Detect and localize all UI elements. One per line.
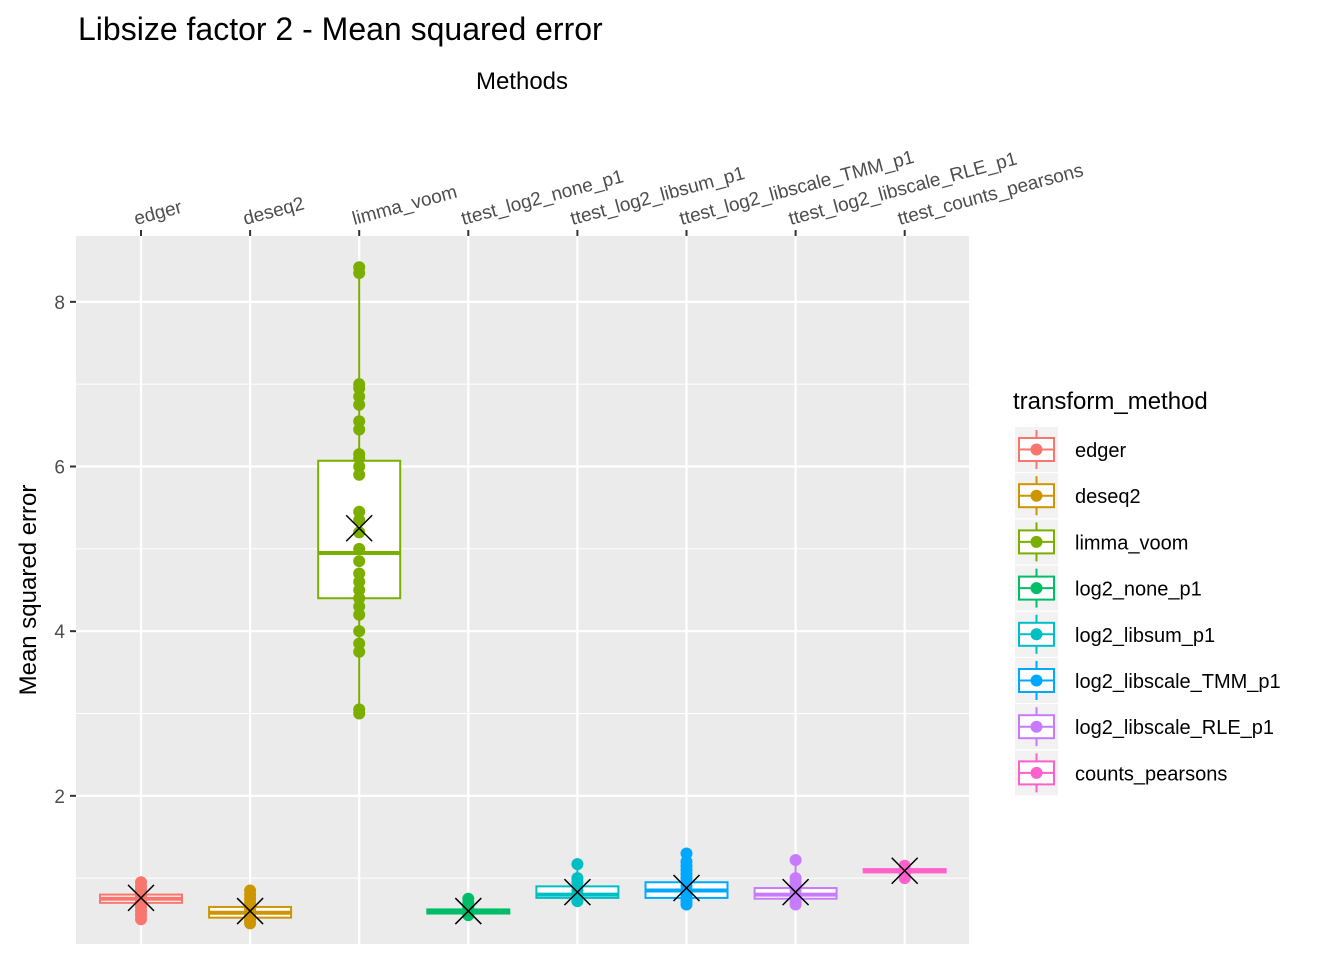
data-point <box>353 567 366 580</box>
box-group-limma_voom <box>317 261 402 720</box>
y-tick-label: 4 <box>54 622 65 643</box>
data-point <box>680 855 693 868</box>
data-point <box>353 448 366 461</box>
data-point <box>571 872 584 885</box>
data-point <box>353 526 366 539</box>
plot-panel <box>76 236 969 944</box>
box-group-deseq2 <box>208 884 293 930</box>
legend-label: log2_none_p1 <box>1075 579 1202 601</box>
data-point <box>353 398 366 411</box>
data-point <box>571 858 584 871</box>
data-point <box>789 872 802 885</box>
legend-item-log2_libscale_RLE_p1: log2_libscale_RLE_p1 <box>1015 704 1274 750</box>
y-axis: 2 4 6 8 <box>54 293 76 808</box>
data-point <box>353 460 366 473</box>
x-tick-label: limma_voom <box>350 182 459 230</box>
mean-marker <box>345 514 373 542</box>
box-group-log2_libscale_RLE_p1 <box>753 854 838 911</box>
data-point <box>353 542 366 555</box>
legend-label: log2_libsum_p1 <box>1075 625 1215 647</box>
legend-item-counts_pearsons: counts_pearsons <box>1015 750 1227 796</box>
data-point <box>353 637 366 650</box>
legend-item-limma_voom: limma_voom <box>1015 519 1188 565</box>
data-point <box>353 468 366 481</box>
box-group-log2_libsum_p1 <box>535 858 620 908</box>
data-point <box>462 892 475 905</box>
legend-title: transform_method <box>1013 388 1208 415</box>
x-tick-label: deseq2 <box>241 193 307 229</box>
mean-marker <box>454 897 482 925</box>
y-tick-label: 6 <box>54 458 65 479</box>
mean-marker <box>672 874 701 902</box>
legend-label: deseq2 <box>1075 486 1141 508</box>
y-tick-label: 8 <box>54 293 65 314</box>
x-axis-title: Methods <box>476 68 568 95</box>
legend: transform_method edger deseq2 limma_voomlo… <box>1013 388 1281 796</box>
data-point <box>353 378 366 391</box>
legend-label: log2_libscale_TMM_p1 <box>1075 671 1281 693</box>
mean-marker <box>563 878 591 906</box>
legend-item-log2_libsum_p1: log2_libsum_p1 <box>1015 611 1215 657</box>
data-point <box>353 390 366 403</box>
data-point <box>135 876 147 889</box>
mean-marker <box>782 878 810 906</box>
data-point <box>789 854 802 867</box>
chart-title: Libsize factor 2 - Mean squared error <box>78 11 603 47</box>
data-point <box>353 608 366 621</box>
box-group-log2_none_p1 <box>426 892 511 925</box>
legend-item-deseq2: deseq2 <box>1015 473 1141 519</box>
data-point <box>353 645 366 658</box>
data-point <box>353 555 366 568</box>
x-tick-label: edger <box>132 197 185 230</box>
data-point <box>353 703 366 716</box>
box-group-log2_libscale_TMM_p1 <box>644 847 729 911</box>
legend-items: edger deseq2 limma_voom log2_none_p1 log2_li… <box>1015 427 1281 796</box>
y-tick-label: 2 <box>54 787 65 808</box>
data-point <box>353 584 366 596</box>
data-point <box>353 514 366 527</box>
data-point <box>353 625 366 638</box>
mean-marker <box>127 884 155 912</box>
legend-label: edger <box>1075 440 1126 462</box>
legend-label: counts_pearsons <box>1075 763 1227 785</box>
legend-item-log2_none_p1: log2_none_p1 <box>1015 565 1202 611</box>
data-point <box>353 423 366 436</box>
legend-item-edger: edger <box>1015 427 1126 472</box>
data-point <box>353 415 366 428</box>
y-axis-title: Mean squared error <box>15 485 42 696</box>
legend-label: limma_voom <box>1075 532 1188 554</box>
data-point <box>353 592 366 605</box>
legend-item-log2_libscale_TMM_p1: log2_libscale_TMM_p1 <box>1015 658 1281 703</box>
data-point <box>353 505 366 518</box>
data-point <box>353 600 366 613</box>
data-point <box>353 261 366 274</box>
data-point <box>353 575 366 588</box>
box-series <box>99 261 947 930</box>
data-point <box>680 847 693 860</box>
mean-marker <box>236 897 264 925</box>
mean-marker <box>891 857 919 885</box>
legend-label: log2_libscale_RLE_p1 <box>1075 717 1274 739</box>
data-point <box>244 884 257 897</box>
box-group-counts_pearsons <box>862 857 947 885</box>
x-axis: edger deseq2 limma_voom ttest_log2_none_p1t… <box>132 147 1086 236</box>
box-group-edger <box>99 876 183 926</box>
